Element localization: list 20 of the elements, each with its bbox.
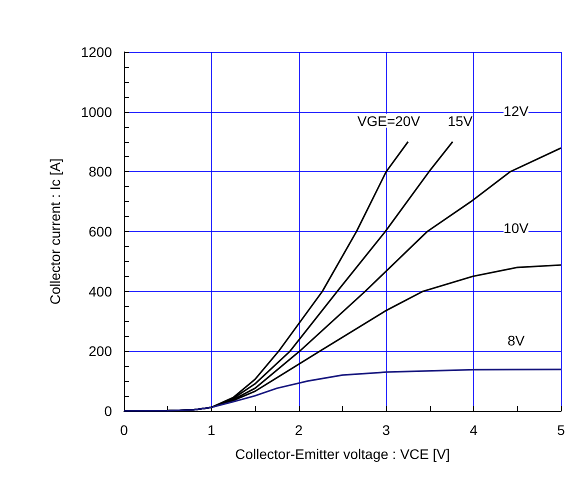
x-tick-label: 2 [294, 422, 303, 438]
y-tick-label: 200 [88, 343, 112, 360]
y-tick-label: 600 [88, 224, 112, 240]
x-tick-label: 5 [557, 422, 566, 438]
x-tick-label: 0 [120, 422, 128, 438]
series-label: 15V [448, 112, 474, 129]
y-tick-label: 800 [88, 164, 112, 180]
y-tick-label: 400 [88, 283, 112, 300]
x-axis-title: Collector-Emitter voltage : VCE [V] [235, 446, 450, 462]
y-tick-label: 0 [104, 403, 112, 419]
x-tick-label: 4 [470, 422, 478, 438]
series-label: VGE=20V [357, 112, 421, 129]
y-tick-label: 1000 [80, 104, 112, 120]
x-tick-label: 3 [382, 422, 390, 438]
text: 10V [504, 220, 530, 236]
text: 12V [504, 103, 530, 120]
series-label: 8V [507, 332, 526, 348]
y-tick-label: 1200 [80, 44, 112, 60]
y-axis-title: Collector current : Ic [A] [47, 158, 63, 305]
x-tick-label: 1 [208, 422, 216, 438]
